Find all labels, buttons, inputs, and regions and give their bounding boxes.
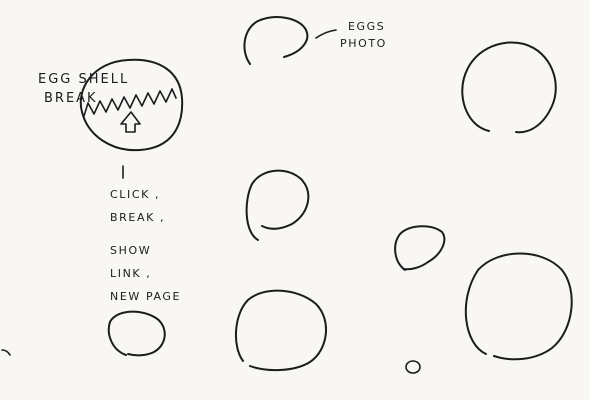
- egg-photo-6: [234, 289, 328, 372]
- cracked-egg[interactable]: [79, 58, 184, 152]
- eggs-photo-label: EGGS PHOTO: [340, 20, 387, 50]
- photo-pointer-line: [315, 29, 337, 39]
- egg-photo-1: [243, 16, 309, 65]
- photo-label-line-2: PHOTO: [340, 37, 387, 50]
- egg-outline: [79, 58, 184, 152]
- step-break: BREAK ,: [110, 211, 166, 224]
- egg-photo-4: [394, 225, 446, 271]
- photo-label-line-1: EGGS: [348, 20, 386, 33]
- egg-label-line-1: EGG SHELL: [38, 72, 130, 87]
- small-circle: [405, 360, 421, 374]
- egg-shell-break-label: EGG SHELL BREAK: [38, 72, 129, 107]
- step-click: CLICK ,: [110, 188, 161, 201]
- step-show: SHOW: [110, 244, 152, 257]
- egg-photo-7: [107, 310, 166, 357]
- egg-photo-2: [461, 41, 557, 134]
- edge-arrow-mark: [1, 349, 11, 356]
- step-new-page: NEW PAGE: [110, 290, 182, 303]
- cursor-arrow-icon: [120, 111, 141, 133]
- step-link: LINK ,: [110, 267, 152, 280]
- egg-photo-5: [464, 252, 573, 361]
- interaction-steps: CLICK , BREAK , SHOW LINK , NEW PAGE: [110, 188, 181, 303]
- egg-photo-3: [245, 169, 310, 241]
- egg-label-line-2: BREAK: [44, 91, 98, 106]
- crack-zigzag: [83, 88, 177, 117]
